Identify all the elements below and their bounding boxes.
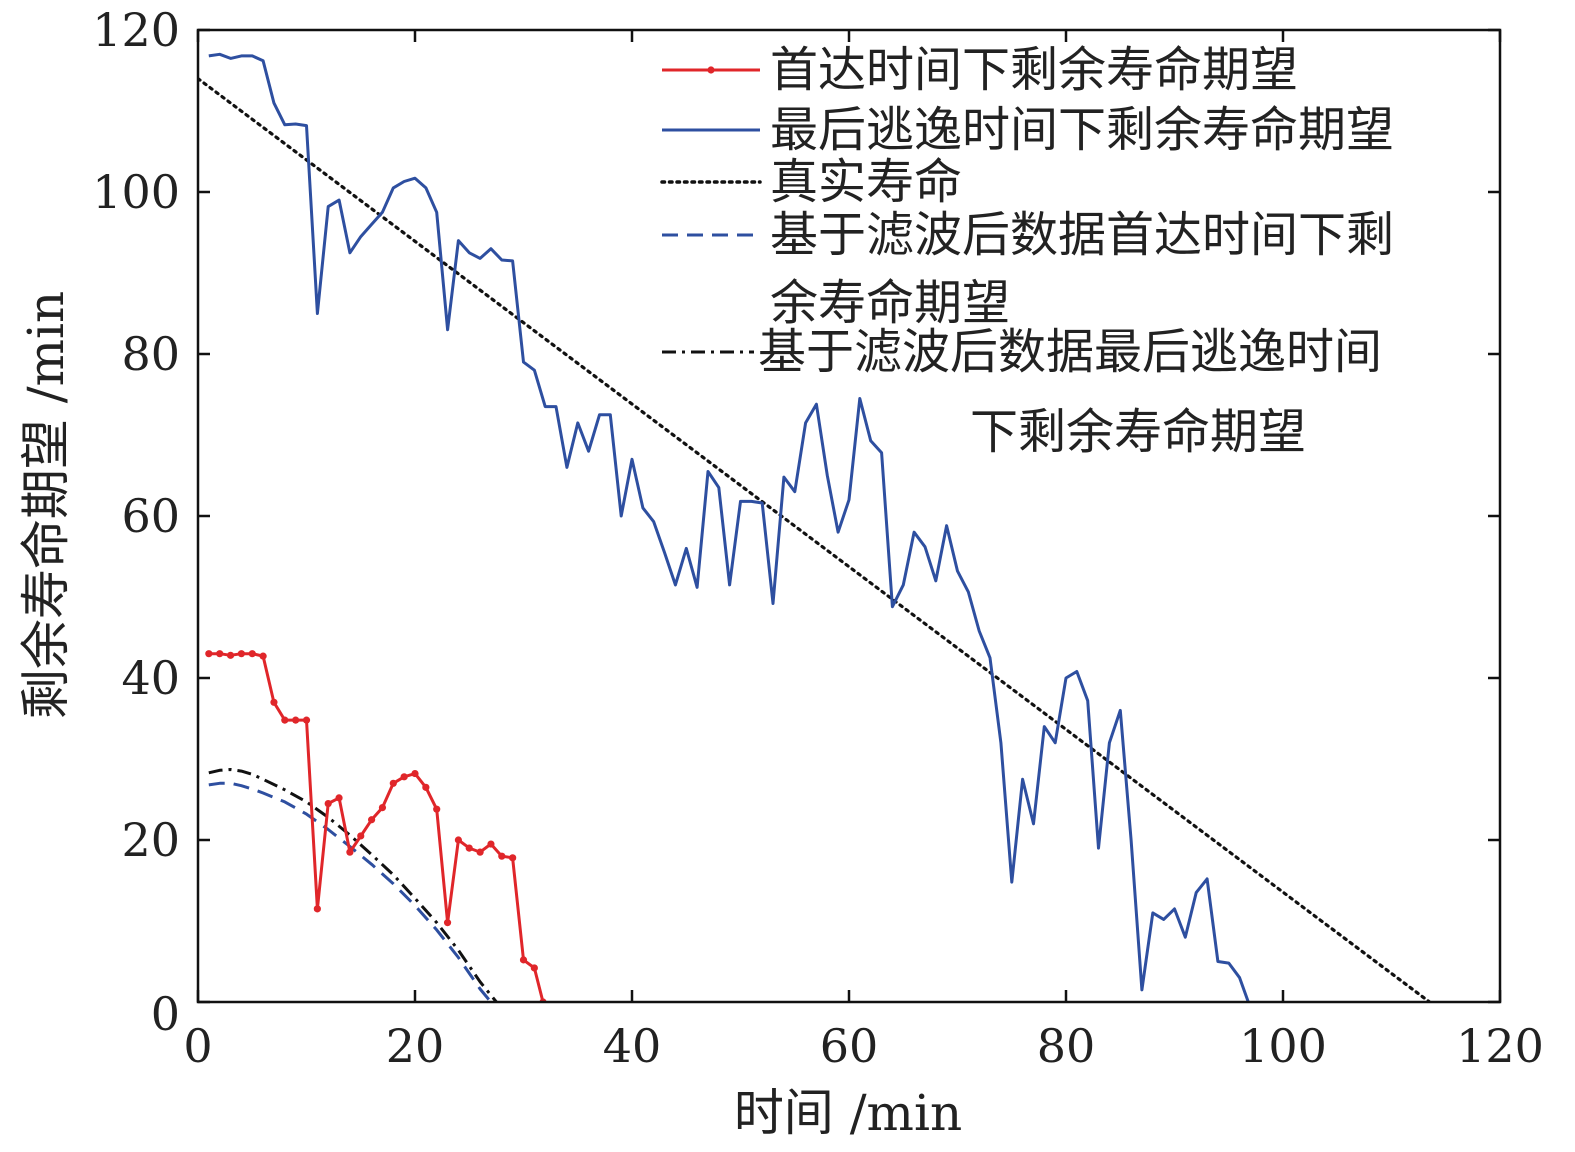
data-point xyxy=(368,816,376,824)
data-point xyxy=(237,650,245,658)
x-tick-label: 120 xyxy=(1456,1019,1544,1073)
data-point xyxy=(346,848,354,856)
data-point xyxy=(487,840,495,848)
data-point xyxy=(400,773,408,781)
legend: 首达时间下剩余寿命期望最后逃逸时间下剩余寿命期望真实寿命基于滤波后数据首达时间下… xyxy=(660,42,1394,460)
data-point xyxy=(476,848,484,856)
legend-label: 基于滤波后数据最后逃逸时间 xyxy=(758,324,1382,380)
x-axis-title: 时间 /min xyxy=(734,1084,962,1142)
x-tick-label: 100 xyxy=(1239,1019,1327,1073)
x-tick-label: 20 xyxy=(386,1019,445,1073)
data-point xyxy=(465,844,473,852)
series-5 xyxy=(208,768,498,1002)
series-line xyxy=(208,781,493,1002)
y-tick-label: 120 xyxy=(92,3,180,57)
x-tick-label: 60 xyxy=(820,1019,879,1073)
data-point xyxy=(281,716,289,724)
data-point xyxy=(378,804,387,812)
y-tick-label: 40 xyxy=(121,651,180,705)
data-point xyxy=(216,650,224,658)
legend-item-1: 首达时间下剩余寿命期望 xyxy=(662,42,1298,98)
data-point xyxy=(259,652,267,660)
legend-label-continued: 下剩余寿命期望 xyxy=(970,404,1306,460)
x-tick-label: 80 xyxy=(1037,1019,1096,1073)
data-point xyxy=(324,799,332,808)
legend-label-continued: 余寿命期望 xyxy=(770,275,1010,331)
legend-label: 基于滤波后数据首达时间下剩 xyxy=(770,207,1394,263)
y-tick-label: 100 xyxy=(92,165,180,219)
y-tick-label: 0 xyxy=(151,987,180,1041)
series-1 xyxy=(205,650,547,1002)
legend-label: 真实寿命 xyxy=(770,154,962,210)
x-tick-label: 40 xyxy=(603,1019,662,1073)
data-point xyxy=(519,956,528,964)
legend-marker xyxy=(707,66,715,74)
series-line xyxy=(208,768,498,1002)
series-line xyxy=(198,76,1432,1002)
axis-ticks: 0 20 40 60 80 100 120 0 20 40 60 80 100 120 xyxy=(92,3,1544,1073)
series-2 xyxy=(208,52,1250,1002)
data-point xyxy=(411,769,419,778)
data-point xyxy=(302,716,311,724)
data-point xyxy=(292,716,300,724)
data-point xyxy=(530,964,538,972)
data-point xyxy=(443,919,452,927)
data-point xyxy=(433,805,441,813)
x-tick-label: 0 xyxy=(183,1019,212,1073)
data-point xyxy=(498,852,506,860)
data-point xyxy=(357,832,365,840)
data-point xyxy=(270,698,278,706)
data-point xyxy=(313,905,321,913)
data-point xyxy=(422,783,430,791)
data-point xyxy=(248,650,256,658)
data-point xyxy=(389,779,397,787)
legend-label: 首达时间下剩余寿命期望 xyxy=(770,42,1298,98)
data-point xyxy=(226,651,235,659)
legend-item-3: 真实寿命 xyxy=(660,154,962,210)
y-tick-label: 80 xyxy=(121,327,180,381)
series-line xyxy=(208,652,545,1002)
data-point xyxy=(454,836,462,844)
data-point xyxy=(335,794,343,802)
legend-item-2: 最后逃逸时间下剩余寿命期望 xyxy=(662,102,1394,158)
y-tick-label: 60 xyxy=(121,489,180,543)
plot-series xyxy=(198,52,1432,1002)
legend-label: 最后逃逸时间下剩余寿命期望 xyxy=(770,102,1394,158)
data-point xyxy=(509,854,517,862)
y-axis-title: 剩余寿命期望 /min xyxy=(17,291,75,719)
series-3 xyxy=(198,76,1432,1002)
data-point xyxy=(205,650,213,658)
series-4 xyxy=(208,781,493,1002)
series-line xyxy=(208,52,1250,1002)
y-tick-label: 20 xyxy=(121,813,180,867)
